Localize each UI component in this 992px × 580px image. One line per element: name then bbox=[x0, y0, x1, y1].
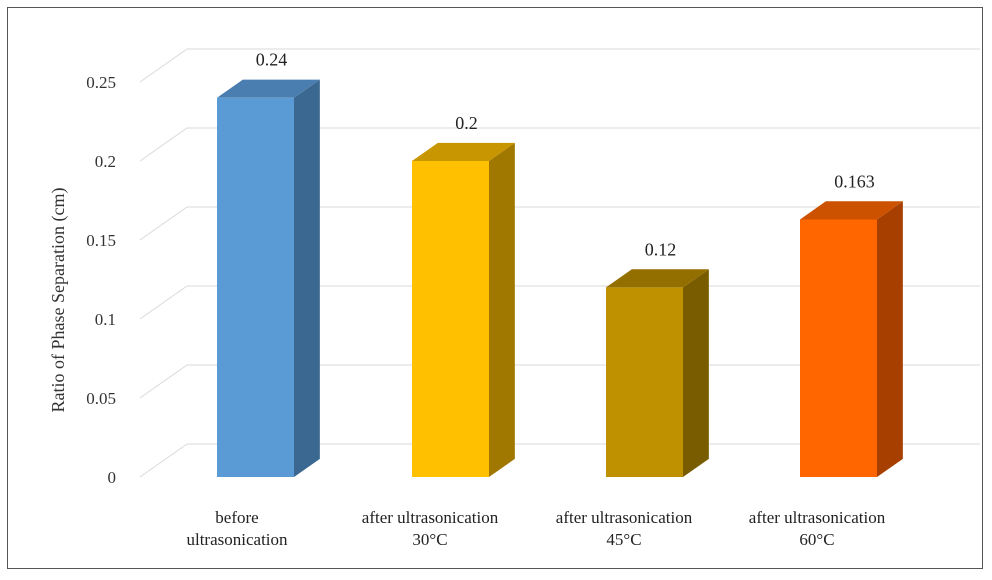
x-category-line: after ultrasonication bbox=[749, 508, 886, 527]
bar-front bbox=[606, 287, 683, 477]
bar-front bbox=[217, 97, 294, 478]
gridline-diagonal bbox=[139, 48, 188, 83]
data-label: 0.12 bbox=[645, 239, 677, 259]
data-labels: 0.24 0.2 0.12 0.163 bbox=[256, 50, 875, 260]
y-tick-label: 0.2 bbox=[95, 152, 116, 171]
x-category-label: before ultrasonication bbox=[186, 508, 288, 549]
bar-side bbox=[294, 79, 320, 478]
gridline-diagonal bbox=[139, 364, 188, 399]
y-tick-label: 0.25 bbox=[86, 73, 116, 92]
bars bbox=[217, 79, 903, 478]
bar-top bbox=[800, 201, 903, 220]
y-tick-label: 0.15 bbox=[86, 231, 116, 250]
bar-top bbox=[606, 269, 709, 288]
gridline-diagonal bbox=[139, 285, 188, 320]
x-category-line: 60°C bbox=[799, 530, 834, 549]
bar-front bbox=[800, 219, 877, 477]
y-axis-title: Ratio of Phase Separation (cm) bbox=[48, 188, 69, 413]
bar-top bbox=[412, 142, 515, 161]
x-category-line: after ultrasonication bbox=[362, 508, 499, 527]
x-category-line: ultrasonication bbox=[186, 530, 288, 549]
x-category-line: after ultrasonication bbox=[556, 508, 693, 527]
data-label: 0.163 bbox=[834, 171, 875, 191]
x-category-label: after ultrasonication 45°C bbox=[556, 508, 693, 549]
y-tick-label: 0.1 bbox=[95, 310, 116, 329]
bar-side bbox=[877, 201, 903, 477]
gridline-diagonal bbox=[139, 206, 188, 241]
x-axis-categories: before ultrasonication after ultrasonicati… bbox=[186, 508, 885, 549]
gridline-diagonal bbox=[139, 443, 188, 478]
bar bbox=[800, 201, 903, 477]
bar bbox=[606, 269, 709, 477]
bar-side bbox=[683, 269, 709, 477]
bar-side bbox=[489, 142, 515, 477]
bar-top bbox=[217, 79, 320, 98]
gridline-diagonal bbox=[139, 127, 188, 162]
x-category-label: after ultrasonication 30°C bbox=[362, 508, 499, 549]
bar-front bbox=[412, 161, 489, 477]
bar bbox=[217, 79, 320, 478]
x-category-label: after ultrasonication 60°C bbox=[749, 508, 886, 549]
y-tick-label: 0.05 bbox=[86, 389, 116, 408]
y-axis-ticks: 0 0.05 0.1 0.15 0.2 0.25 bbox=[86, 73, 116, 487]
data-label: 0.24 bbox=[256, 50, 288, 70]
x-category-line: before bbox=[215, 508, 258, 527]
data-label: 0.2 bbox=[455, 113, 478, 133]
x-category-line: 30°C bbox=[412, 530, 447, 549]
bar bbox=[412, 142, 515, 477]
y-tick-label: 0 bbox=[108, 468, 117, 487]
x-category-line: 45°C bbox=[606, 530, 641, 549]
